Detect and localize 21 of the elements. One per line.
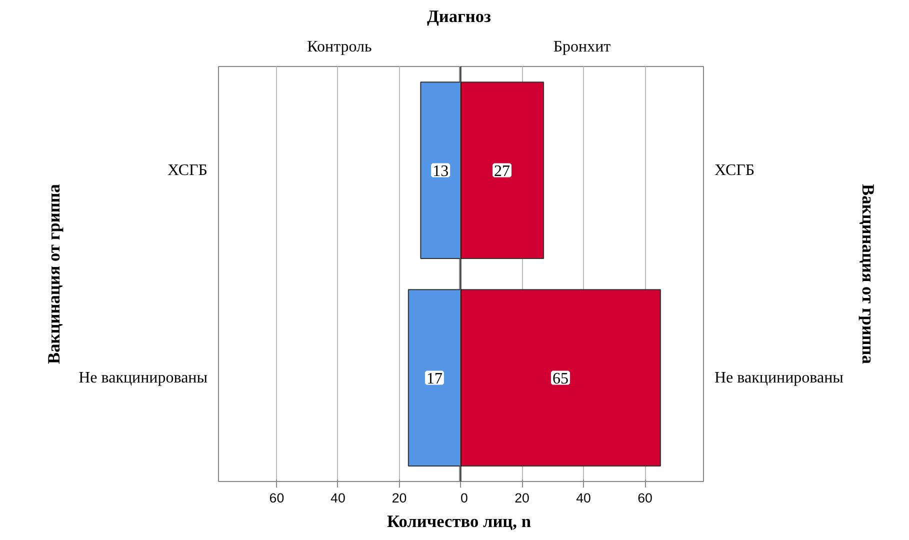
y-tick-label: ХСГБ bbox=[167, 162, 208, 178]
x-tick-label: 20 bbox=[514, 490, 530, 506]
x-tick-label: 0 bbox=[460, 490, 468, 506]
y-tick-label: Не вакцинированы bbox=[78, 369, 208, 386]
y-tick-label: Не вакцинированы bbox=[714, 369, 844, 386]
y2-axis-title: Вакцинация от гриппа bbox=[858, 184, 878, 364]
chart-title: Диагноз bbox=[426, 6, 492, 28]
data-label: 65 bbox=[552, 370, 568, 387]
x-axis-title: Количество лиц, n bbox=[387, 510, 531, 533]
data-label: 13 bbox=[432, 162, 449, 180]
x-tick-label: 60 bbox=[638, 490, 652, 506]
data-label: 27 bbox=[494, 162, 510, 180]
x-tick-label: 20 bbox=[392, 490, 407, 506]
text: Контроль bbox=[307, 38, 372, 56]
x-tick-label: 40 bbox=[330, 490, 346, 506]
x-tick-label: 60 bbox=[269, 490, 284, 506]
x-tick-label: 40 bbox=[576, 490, 591, 506]
y-tick-label: ХСГБ bbox=[714, 162, 755, 178]
series-label: Бронхит bbox=[553, 38, 611, 56]
y-axis-title: Вакцинация от гриппа bbox=[44, 183, 64, 364]
data-label: 17 bbox=[426, 370, 442, 387]
